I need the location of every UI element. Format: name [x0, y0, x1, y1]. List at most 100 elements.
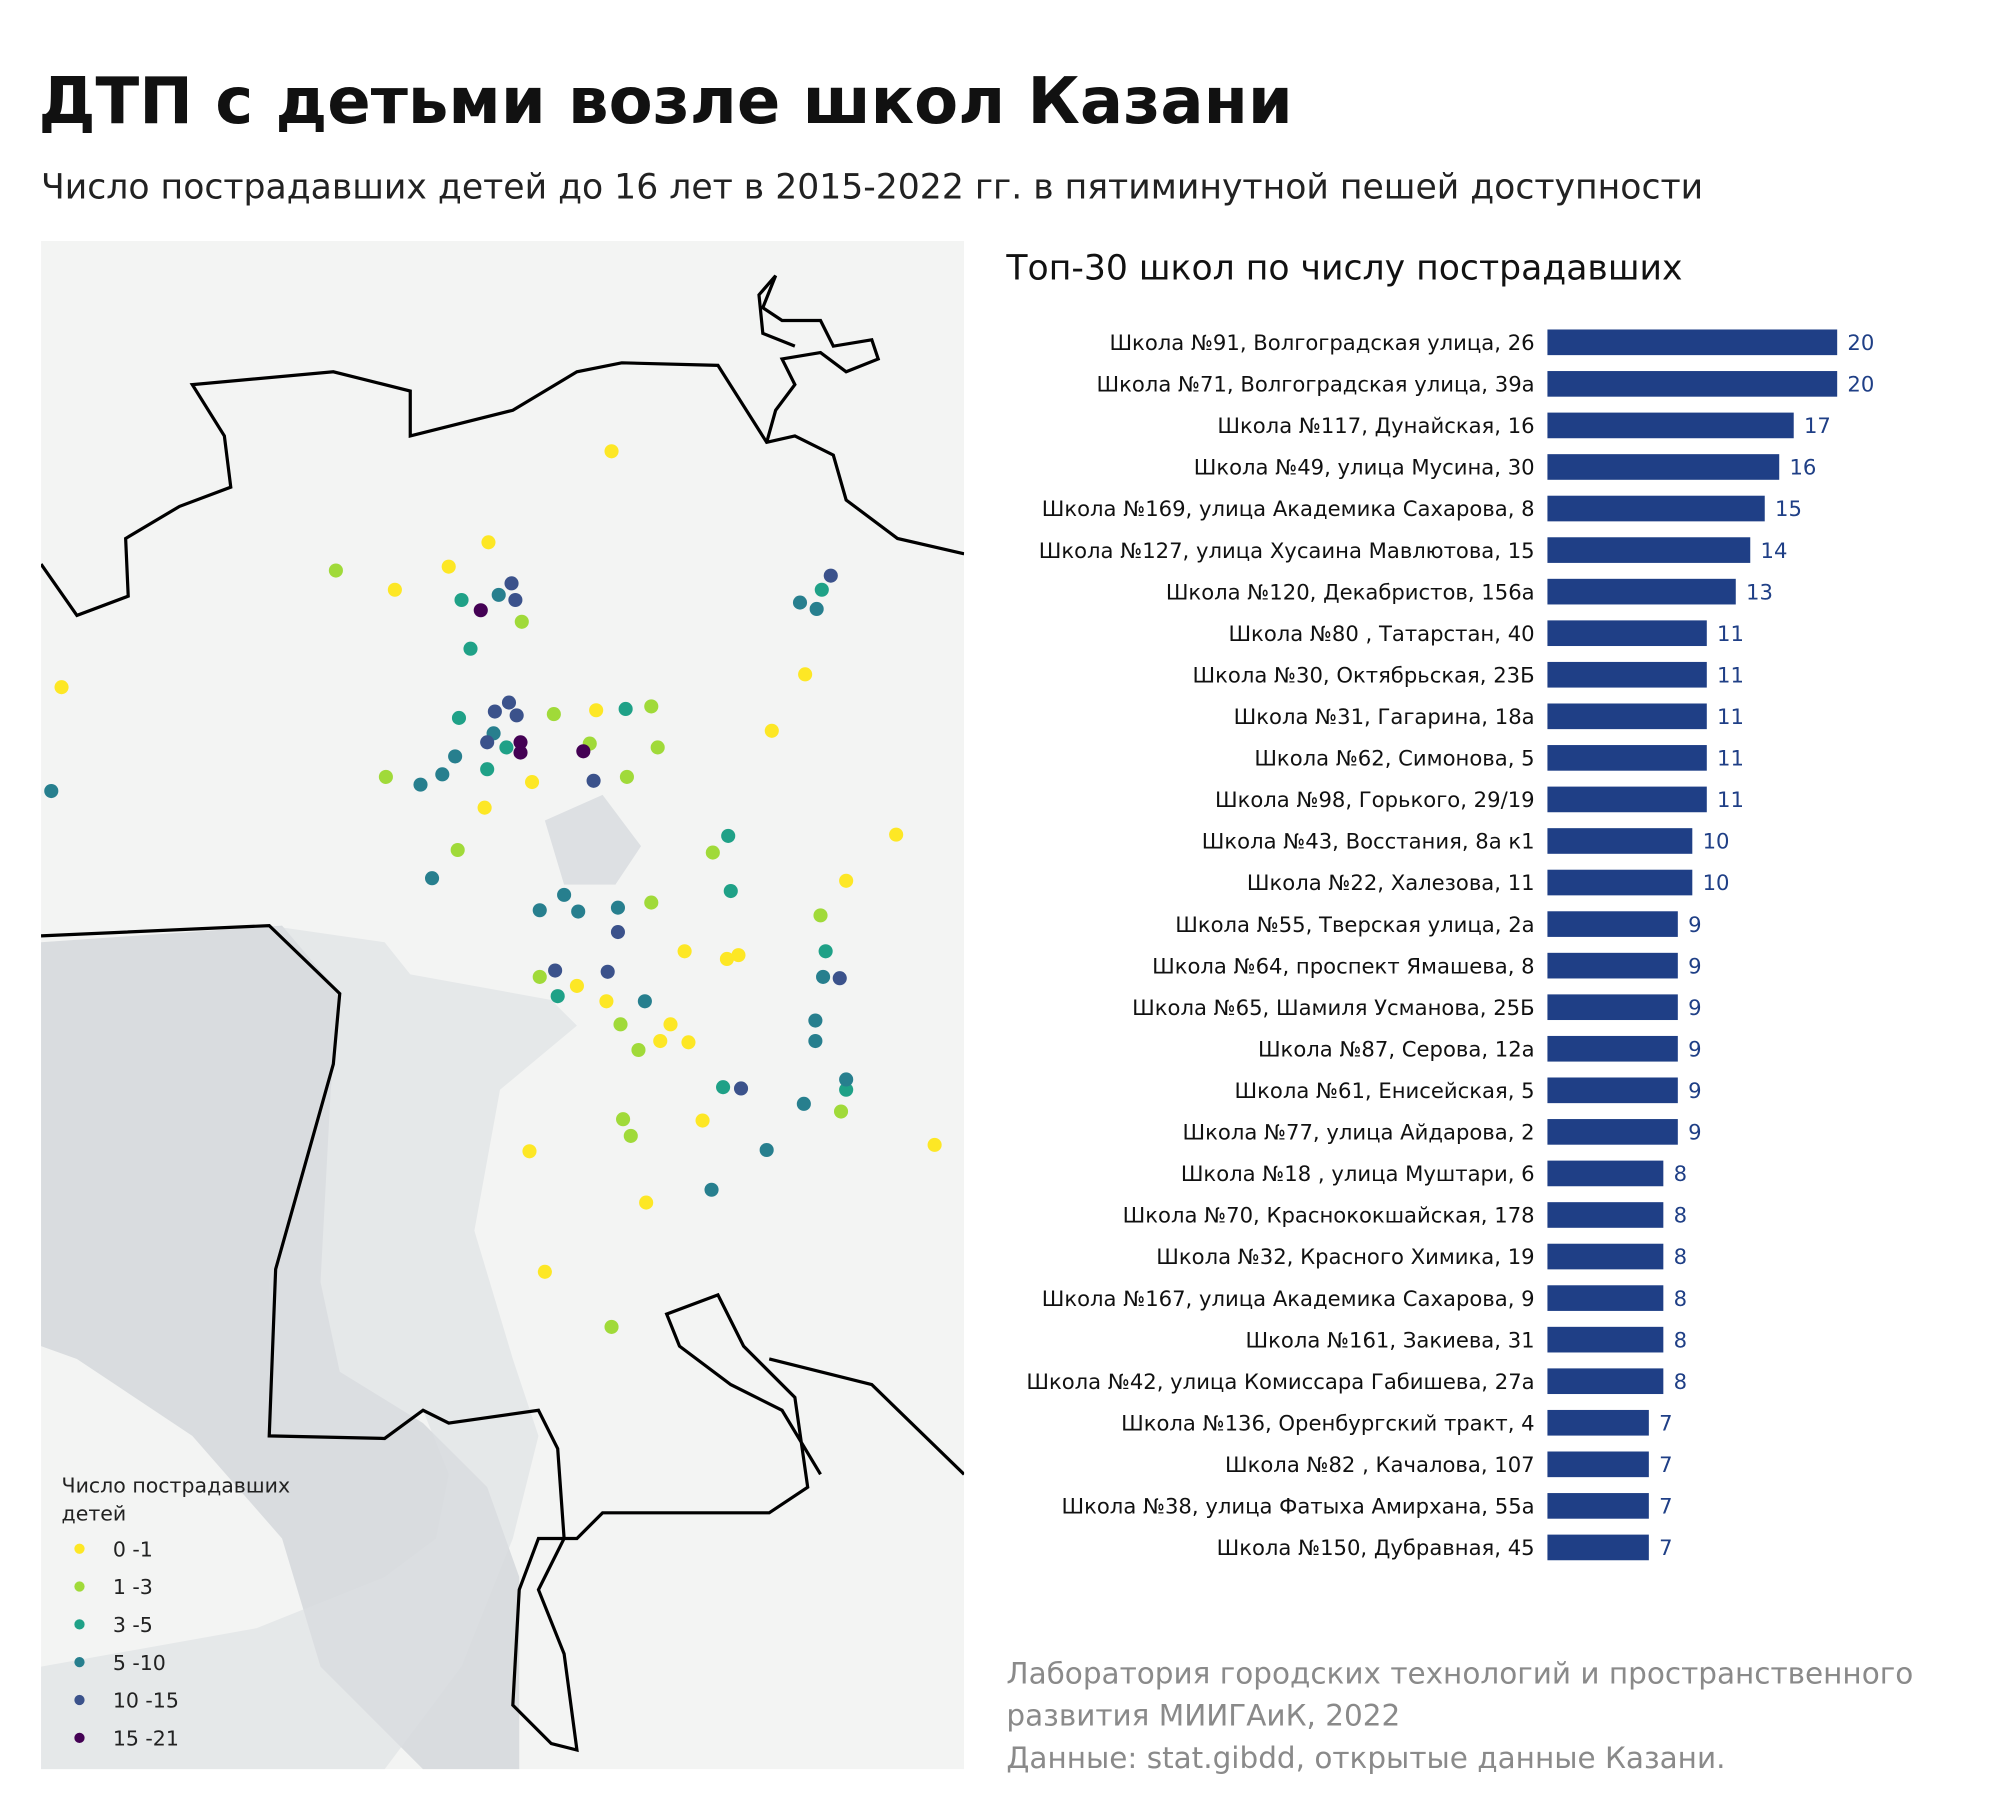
value-label: 9: [1688, 912, 1701, 937]
school-point: [813, 908, 828, 923]
category-label: Школа №49, улица Мусина, 30: [1194, 455, 1535, 480]
value-label: 7: [1659, 1452, 1672, 1477]
value-label: 11: [1717, 704, 1744, 729]
school-point: [610, 900, 625, 915]
bar: [1547, 454, 1780, 480]
source: развития МИИГАиК, 2022: [1006, 1699, 1400, 1733]
school-point: [473, 603, 488, 618]
school-point: [639, 1195, 654, 1210]
bar: [1547, 703, 1707, 730]
school-point: [681, 1035, 696, 1050]
category-label: Школа №64, проспект Ямашева, 8: [1152, 953, 1535, 978]
value-label: 10: [1703, 870, 1730, 895]
value-label: 11: [1717, 662, 1744, 687]
category-label: Школа №32, Красного Химика, 19: [1156, 1244, 1534, 1269]
bar: [1547, 578, 1736, 605]
category-label: Школа №82 , Качалова, 107: [1225, 1452, 1535, 1477]
school-points: [44, 444, 942, 1334]
school-point: [501, 695, 517, 710]
value-label: 16: [1789, 455, 1816, 480]
school-point: [695, 1113, 710, 1128]
value-label: 11: [1717, 787, 1744, 812]
category-label: Школа №77, улица Айдарова, 2: [1183, 1120, 1535, 1145]
value-label: 8: [1674, 1244, 1687, 1269]
school-point: [816, 969, 831, 984]
source: Лаборатория городских технологий и прост…: [1006, 1656, 1913, 1690]
school-point: [569, 978, 584, 993]
value-label: 8: [1674, 1327, 1687, 1352]
category-label: Школа №43, Восстания, 8а к1: [1202, 829, 1535, 854]
school-point: [759, 1142, 774, 1158]
category-label: Школа №167, улица Академика Сахарова, 9: [1042, 1286, 1535, 1311]
value-label: 8: [1674, 1369, 1687, 1394]
school-point: [454, 592, 469, 608]
school-point: [839, 1072, 854, 1087]
school-point: [525, 775, 540, 790]
school-point: [889, 827, 904, 842]
school-point: [451, 710, 467, 725]
school-point: [550, 989, 565, 1004]
bar: [1547, 1119, 1678, 1145]
bar: [1547, 828, 1693, 854]
school-point: [450, 842, 465, 858]
category-label: Школа №80 , Татарстан, 40: [1228, 621, 1534, 646]
bar: [1547, 911, 1678, 937]
category-label: Школа №136, Оренбургский тракт, 4: [1121, 1410, 1534, 1435]
category-label: Школа №62, Симонова, 5: [1254, 746, 1534, 771]
school-point: [809, 601, 824, 617]
school-point: [548, 963, 563, 978]
category-label: Школа №127, улица Хусаина Мавлютова, 15: [1039, 538, 1535, 563]
category-label: Школа №117, Дунайская, 16: [1217, 413, 1534, 438]
school-point: [832, 971, 847, 986]
school-point: [618, 701, 633, 717]
school-point: [425, 871, 440, 886]
school-point: [704, 1182, 719, 1197]
bar: [1547, 1326, 1664, 1353]
school-point: [798, 667, 813, 682]
legend-swatch: [74, 1619, 85, 1630]
chart-title: Топ-30 школ по числу пострадавших: [1005, 248, 1682, 288]
bar: [1547, 786, 1707, 813]
bar-chart: Школа №91, Волгоградская улица, 26 20 Школ…: [1026, 329, 1874, 1561]
legend-label: 15 -21: [113, 1727, 179, 1751]
category-label: Школа №22, Халезова, 11: [1247, 870, 1535, 895]
school-point: [796, 1096, 811, 1111]
school-point: [719, 951, 734, 967]
school-point: [491, 587, 506, 602]
bar: [1547, 1409, 1649, 1436]
value-label: 15: [1775, 496, 1802, 521]
category-label: Школа №87, Серова, 12а: [1258, 1036, 1535, 1061]
school-point: [721, 828, 736, 843]
legend-swatch: [74, 1657, 85, 1668]
legend-swatch: [74, 1543, 85, 1554]
school-point: [650, 740, 665, 755]
value-label: 7: [1659, 1494, 1672, 1519]
school-point: [532, 969, 547, 984]
school-point: [448, 749, 463, 764]
value-label: 20: [1847, 372, 1874, 397]
school-point: [54, 680, 69, 695]
category-label: Школа №70, Краснококшайская, 178: [1123, 1203, 1535, 1228]
map: Число пострадавших детей 0 -1 1 -3 3 -5 5 -…: [41, 241, 965, 1770]
value-label: 13: [1746, 579, 1773, 604]
school-point: [610, 925, 625, 940]
bar: [1547, 1035, 1678, 1062]
bar: [1547, 495, 1765, 522]
legend-label: 0 -1: [113, 1537, 153, 1561]
city-boundary: [768, 1357, 965, 1476]
school-point: [441, 559, 456, 574]
school-point: [677, 944, 692, 959]
value-label: 11: [1717, 746, 1744, 771]
school-point: [477, 800, 492, 815]
bar: [1547, 329, 1838, 356]
category-label: Школа №42, улица Комиссара Габишева, 27а: [1026, 1369, 1534, 1394]
category-label: Школа №18 , улица Муштари, 6: [1181, 1161, 1535, 1186]
school-point: [731, 948, 746, 963]
category-label: Школа №65, Шамиля Усманова, 25Б: [1132, 995, 1534, 1020]
category-label: Школа №71, Волгоградская улица, 39а: [1097, 372, 1535, 397]
school-point: [532, 903, 547, 918]
bar: [1547, 1160, 1664, 1187]
bar: [1547, 412, 1794, 439]
school-point: [522, 1144, 537, 1159]
value-label: 7: [1659, 1410, 1672, 1435]
